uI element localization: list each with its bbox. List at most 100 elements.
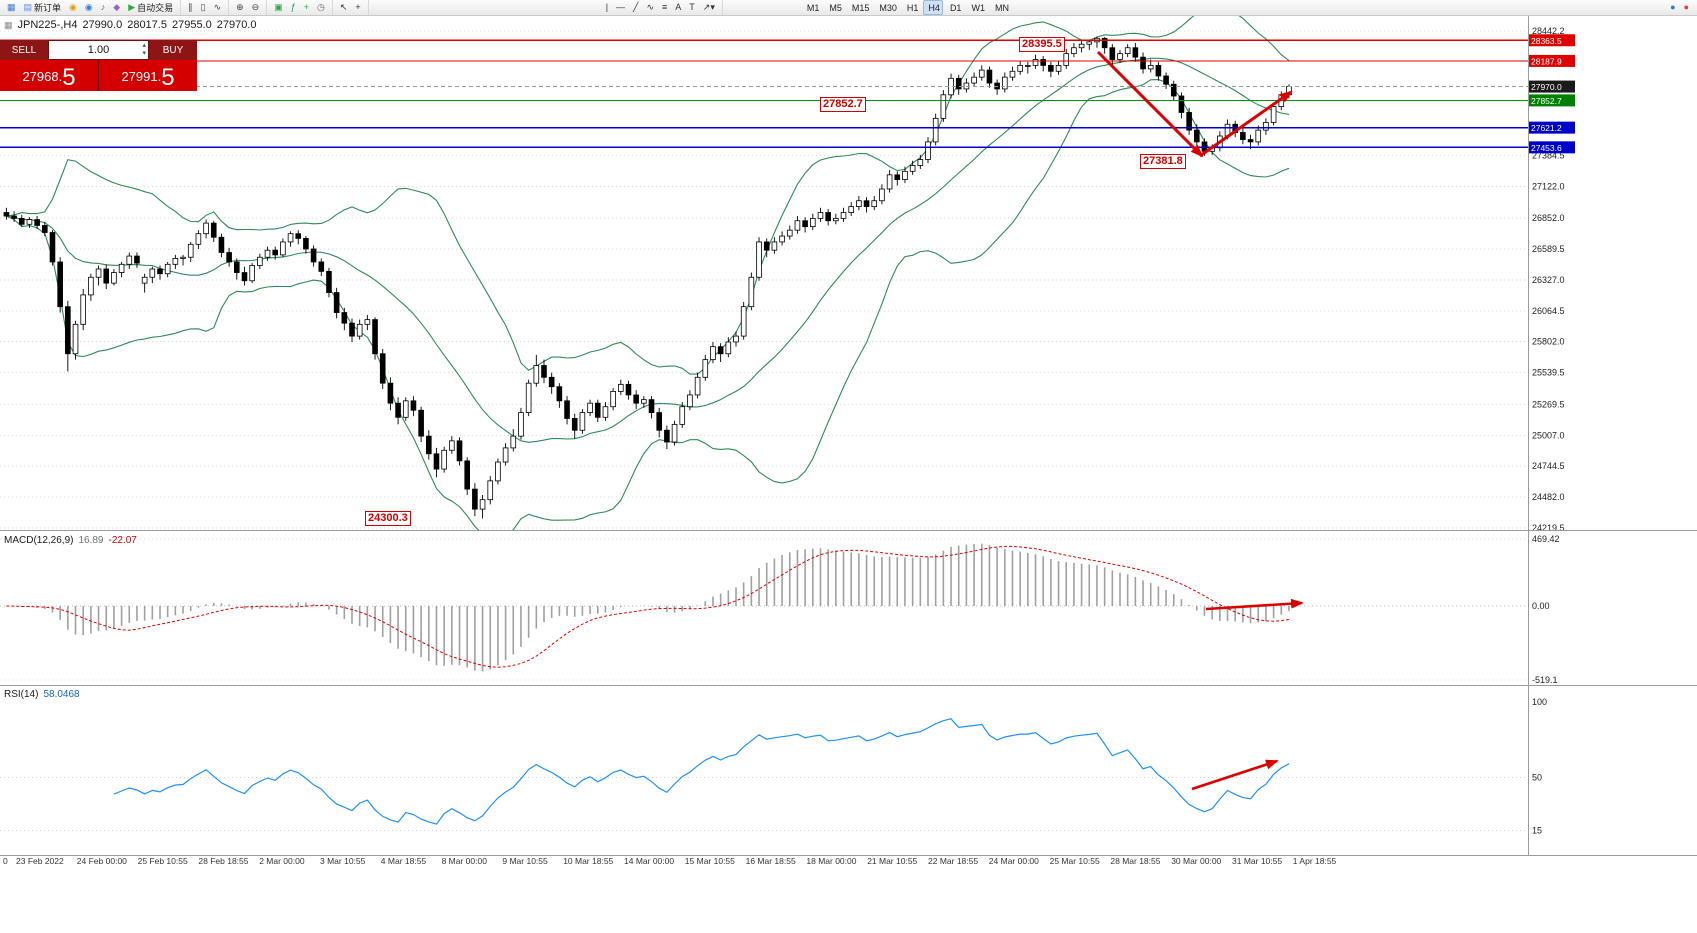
cursor-group: ↖ +	[333, 0, 369, 15]
time-axis-label: 15 Mar 10:55	[684, 856, 735, 866]
svg-text:26327.0: 26327.0	[1532, 275, 1565, 285]
drawing-group: | — ╱ ∿ ≡ A T ↗▾	[599, 0, 723, 15]
time-axis-label: 9 Mar 10:55	[502, 856, 548, 866]
zoom-group: ⊕ ⊖	[229, 0, 268, 15]
fibonacci-icon[interactable]: ≡	[662, 2, 668, 12]
timeframe-w1[interactable]: W1	[971, 2, 985, 13]
new-order-button[interactable]: ▤ 新订单	[23, 2, 62, 13]
window-group: ▣ ƒ + ◷	[267, 0, 333, 15]
crosshair-icon[interactable]: +	[355, 2, 361, 12]
time-axis-label: 8 Mar 00:00	[441, 856, 487, 866]
svg-text:28363.5: 28363.5	[1531, 36, 1562, 46]
svg-text:25539.5: 25539.5	[1532, 368, 1565, 378]
label-icon[interactable]: T	[689, 2, 695, 12]
arrows-icon[interactable]: ↗▾	[702, 2, 715, 12]
timeframe-group: M1 M5 M15 M30 H1 H4 D1 W1 MN	[798, 0, 1016, 15]
svg-text:0.00: 0.00	[1532, 601, 1550, 611]
time-axis-label: 16 Mar 18:55	[745, 856, 796, 866]
time-axis-label: 25 Mar 10:55	[1049, 856, 1100, 866]
axis-zero-label: 0	[3, 856, 8, 866]
time-axis-label: 21 Mar 10:55	[867, 856, 918, 866]
buy-button[interactable]: BUY	[162, 44, 184, 56]
new-chart-icon[interactable]: ▦	[7, 2, 16, 12]
time-axis-label: 23 Feb 2022	[16, 856, 64, 866]
lot-decrease-button[interactable]: ▾	[142, 50, 146, 57]
svg-text:27621.2: 27621.2	[1531, 123, 1562, 133]
cursor-icon[interactable]: ↖	[339, 2, 348, 12]
time-axis-label: 30 Mar 00:00	[1171, 856, 1222, 866]
time-axis-label: 3 Mar 10:55	[320, 856, 366, 866]
price-label-annotation[interactable]: 27381.8	[1140, 154, 1186, 169]
quote-close: 27970.0	[216, 19, 257, 31]
timeframe-h1[interactable]: H1	[906, 2, 919, 13]
tile-windows-icon[interactable]: ▣	[274, 2, 283, 12]
svg-text:24744.5: 24744.5	[1532, 461, 1565, 471]
price-label-annotation[interactable]: 24300.3	[365, 511, 411, 526]
autotrading-button[interactable]: ▶ 自动交易	[128, 2, 174, 13]
macd-signal-value: -22.07	[108, 535, 137, 546]
time-axis-label: 31 Mar 10:55	[1232, 856, 1283, 866]
timeframe-d1[interactable]: D1	[949, 2, 962, 13]
toolbar-right-icons: ● ●	[1666, 0, 1697, 15]
svg-text:24482.0: 24482.0	[1532, 492, 1565, 502]
add-indicator-icon[interactable]: +	[303, 2, 310, 12]
one-click-trading-panel: SELL 1.00 ▴ ▾ BUY 27968. 5 27991. 5	[0, 40, 197, 91]
timeframe-h4[interactable]: H4	[923, 0, 943, 15]
svg-text:25269.5: 25269.5	[1532, 399, 1565, 409]
market-watch-icon[interactable]: ◉	[84, 2, 93, 12]
timeframe-mn[interactable]: MN	[994, 2, 1009, 13]
zoom-out-icon[interactable]: ⊖	[251, 2, 260, 12]
lot-increase-button[interactable]: ▴	[142, 42, 146, 49]
symbols-icon[interactable]: ◉	[69, 2, 77, 12]
svg-text:28187.9: 28187.9	[1531, 56, 1562, 66]
lot-size-value[interactable]: 1.00	[87, 44, 110, 56]
svg-text:469.42: 469.42	[1532, 534, 1560, 544]
svg-text:-519.1: -519.1	[1532, 675, 1558, 685]
vertical-line-icon[interactable]: |	[605, 2, 609, 12]
sell-price[interactable]: 27968. 5	[0, 60, 98, 91]
price-label-annotation[interactable]: 28395.5	[1019, 37, 1065, 52]
trendline-icon[interactable]: ╱	[633, 2, 639, 12]
timeframe-m1[interactable]: M1	[806, 2, 820, 13]
community-icon[interactable]: ●	[1670, 2, 1676, 12]
clock-icon[interactable]: ◷	[317, 2, 325, 12]
lot-size-field[interactable]: 1.00 ▴ ▾	[48, 40, 149, 60]
sell-button[interactable]: SELL	[11, 44, 37, 56]
zoom-in-icon[interactable]: ⊕	[236, 2, 244, 12]
line-chart-icon[interactable]: ∿	[213, 2, 222, 12]
sound-alert-icon[interactable]: ♪	[100, 2, 106, 12]
svg-text:50: 50	[1532, 773, 1542, 783]
time-axis-label: 24 Feb 00:00	[76, 856, 127, 866]
svg-text:24219.5: 24219.5	[1532, 523, 1565, 533]
bar-chart-icon[interactable]: ∥	[188, 2, 193, 12]
svg-text:100: 100	[1532, 697, 1547, 707]
svg-text:27852.7: 27852.7	[1531, 96, 1562, 106]
time-axis-label: 4 Mar 18:55	[380, 856, 427, 866]
svg-text:27970.0: 27970.0	[1531, 82, 1562, 92]
horizontal-line-icon[interactable]: —	[616, 2, 626, 12]
news-icon[interactable]: ●	[1683, 2, 1689, 12]
svg-text:26852.0: 26852.0	[1532, 213, 1565, 223]
svg-text:26589.5: 26589.5	[1532, 244, 1565, 254]
cycle-lines-icon[interactable]: ∿	[646, 2, 654, 12]
sell-price-main: 27968.	[22, 69, 63, 84]
svg-text:15: 15	[1532, 825, 1542, 835]
buy-price[interactable]: 27991. 5	[99, 60, 197, 91]
time-axis-label: 2 Mar 00:00	[259, 856, 305, 866]
time-axis-label: 14 Mar 00:00	[624, 856, 675, 866]
chart-type-group: ∥ ▯ ∿	[181, 0, 230, 15]
macd-legend: MACD(12,26,9) 16.89 -22.07	[4, 535, 142, 546]
scripts-icon[interactable]: ◆	[113, 2, 121, 12]
lot-stepper[interactable]: ▴ ▾	[142, 42, 146, 58]
indicators-icon[interactable]: ƒ	[290, 2, 296, 12]
candlestick-chart-icon[interactable]: ▯	[200, 2, 206, 12]
timeframe-m5[interactable]: M5	[829, 2, 842, 13]
timeframe-m15[interactable]: M15	[851, 2, 870, 13]
timeframe-m30[interactable]: M30	[879, 2, 897, 13]
price-label-annotation[interactable]: 27852.7	[820, 97, 866, 112]
svg-text:28442.2: 28442.2	[1532, 26, 1565, 36]
time-axis-label: 22 Mar 18:55	[928, 856, 979, 866]
svg-text:26064.5: 26064.5	[1532, 306, 1565, 316]
text-icon[interactable]: A	[675, 2, 682, 12]
